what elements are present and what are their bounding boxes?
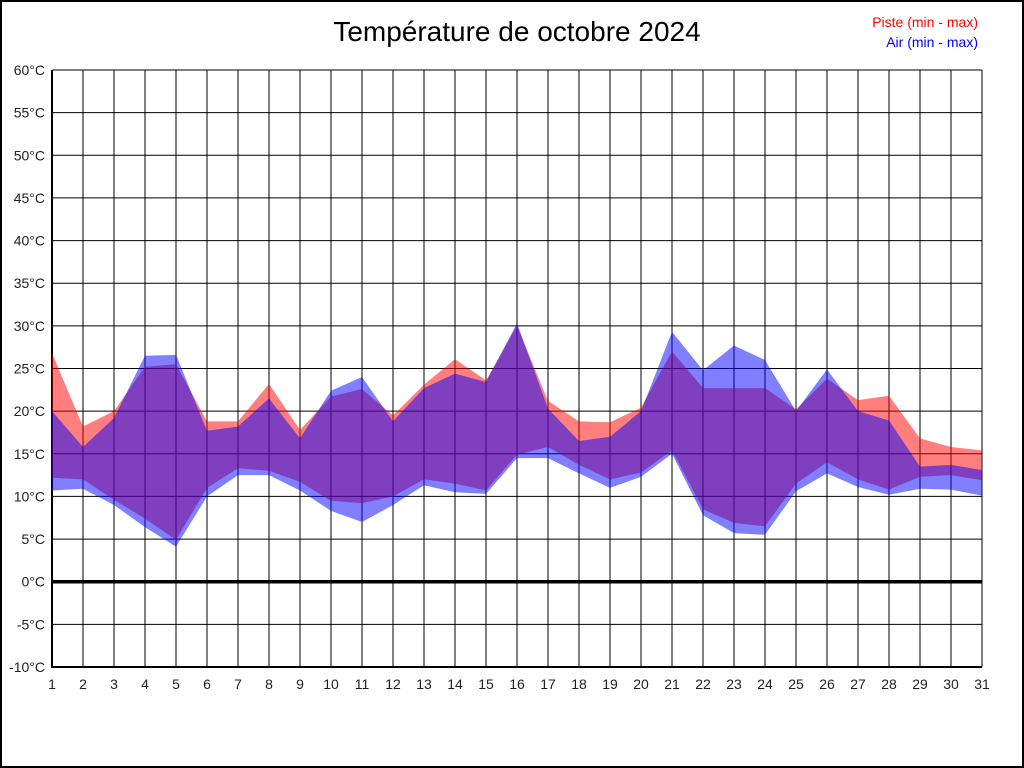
x-tick-label: 19 <box>602 676 618 692</box>
y-tick-label: 20°C <box>14 403 45 419</box>
y-tick-label: 25°C <box>14 361 45 377</box>
x-tick-label: 30 <box>943 676 959 692</box>
y-tick-label: 30°C <box>14 318 45 334</box>
y-tick-label: 10°C <box>14 488 45 504</box>
x-tick-label: 29 <box>912 676 928 692</box>
x-tick-label: 7 <box>234 676 242 692</box>
y-tick-label: 60°C <box>14 62 45 78</box>
y-tick-label: -10°C <box>9 659 45 675</box>
x-tick-label: 22 <box>695 676 711 692</box>
x-tick-label: 26 <box>819 676 835 692</box>
chart-title: Température de octobre 2024 <box>333 16 701 47</box>
x-tick-label: 28 <box>881 676 897 692</box>
y-tick-label: 15°C <box>14 446 45 462</box>
x-tick-label: 10 <box>323 676 339 692</box>
x-tick-label: 14 <box>447 676 463 692</box>
x-tick-label: 5 <box>172 676 180 692</box>
x-tick-label: 1 <box>48 676 56 692</box>
legend-piste-label: Piste (min - max) <box>872 14 978 30</box>
x-tick-label: 17 <box>540 676 556 692</box>
x-tick-label: 12 <box>385 676 401 692</box>
legend-air-label: Air (min - max) <box>886 34 978 50</box>
chart-legend: Piste (min - max) Air (min - max) <box>872 12 978 52</box>
x-tick-label: 11 <box>355 676 370 692</box>
x-tick-label: 16 <box>509 676 525 692</box>
y-tick-label: 40°C <box>14 233 45 249</box>
x-tick-label: 8 <box>265 676 273 692</box>
y-tick-label: 55°C <box>14 105 45 121</box>
y-tick-label: -5°C <box>17 616 45 632</box>
y-tick-label: 45°C <box>14 190 45 206</box>
y-tick-label: 35°C <box>14 275 45 291</box>
y-tick-label: 50°C <box>14 147 45 163</box>
x-tick-label: 25 <box>788 676 804 692</box>
x-tick-label: 18 <box>571 676 587 692</box>
x-tick-label: 6 <box>203 676 211 692</box>
y-tick-label: 5°C <box>22 531 46 547</box>
y-tick-label: 0°C <box>22 574 46 590</box>
air-band <box>52 323 982 547</box>
x-tick-label: 20 <box>633 676 649 692</box>
x-tick-label: 31 <box>974 676 990 692</box>
x-tick-label: 27 <box>850 676 866 692</box>
x-tick-label: 21 <box>664 676 680 692</box>
x-tick-label: 15 <box>478 676 494 692</box>
x-tick-label: 23 <box>726 676 742 692</box>
x-tick-label: 4 <box>141 676 149 692</box>
x-tick-label: 9 <box>296 676 304 692</box>
x-tick-label: 2 <box>79 676 87 692</box>
x-tick-label: 3 <box>110 676 118 692</box>
x-tick-label: 24 <box>757 676 773 692</box>
x-tick-label: 13 <box>416 676 432 692</box>
